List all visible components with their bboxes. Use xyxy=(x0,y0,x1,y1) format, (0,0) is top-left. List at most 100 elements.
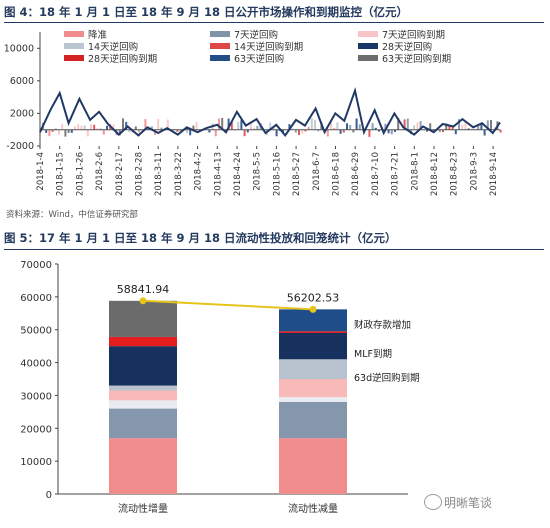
daily-bar xyxy=(237,121,240,130)
stack-segment xyxy=(109,300,177,337)
x-tick-label: 2018-6-29 xyxy=(351,152,361,196)
daily-bar xyxy=(86,129,89,137)
daily-bar xyxy=(461,124,464,130)
x-tick-label: 2018-1-26 xyxy=(75,152,85,196)
segment-annotation: 63d逆回购到期 xyxy=(354,372,420,384)
daily-bar xyxy=(416,122,419,130)
x-tick-label: 2018-3-11 xyxy=(154,152,164,196)
daily-bar xyxy=(499,129,502,133)
y-tick-label: 6000 xyxy=(10,76,34,87)
x-tick-label: 2018-6-7 xyxy=(312,152,322,191)
daily-bar xyxy=(406,118,409,130)
total-label: 58841.94 xyxy=(117,283,170,296)
daily-bar xyxy=(93,124,96,130)
x-tick-label: 2018-5-16 xyxy=(272,152,282,196)
daily-bar xyxy=(189,129,192,136)
x-tick-label: 2018-1-15 xyxy=(56,152,66,196)
daily-bar xyxy=(445,123,448,130)
daily-bar xyxy=(371,123,374,130)
daily-bar xyxy=(125,121,128,130)
stack-segment xyxy=(109,438,177,494)
daily-bar xyxy=(157,119,160,130)
daily-bar xyxy=(48,129,51,137)
daily-bar xyxy=(106,125,108,130)
wechat-icon xyxy=(424,494,442,510)
legend-label: 63天逆回购 xyxy=(234,53,284,65)
y-tick-label: 50000 xyxy=(20,326,52,337)
stack-segment xyxy=(279,397,347,402)
x-tick-label: 2018-8-1 xyxy=(410,152,420,191)
daily-bar xyxy=(208,129,211,133)
net-injection-line xyxy=(39,86,501,138)
daily-bar xyxy=(74,126,76,130)
stack-segment xyxy=(279,331,347,333)
daily-bar xyxy=(64,129,67,137)
daily-bar xyxy=(122,118,124,130)
daily-bar xyxy=(275,129,278,137)
watermark: 明晰笔谈 xyxy=(444,496,493,510)
x-tick-label: 2018-2-28 xyxy=(135,152,145,196)
x-tick-label: 2018-4-24 xyxy=(233,152,243,196)
daily-bar xyxy=(291,128,294,130)
daily-bar xyxy=(448,125,451,130)
daily-bar xyxy=(80,125,83,130)
legend-swatch xyxy=(358,55,378,61)
daily-bar xyxy=(67,129,70,133)
daily-bar xyxy=(160,127,163,130)
daily-bar xyxy=(467,128,470,130)
daily-bar xyxy=(138,129,140,133)
daily-bar xyxy=(240,120,243,130)
daily-bar xyxy=(304,129,307,132)
legend-label: 14天逆回购 xyxy=(88,41,138,53)
daily-bar xyxy=(368,129,371,137)
total-marker xyxy=(309,305,317,313)
daily-bar xyxy=(339,129,342,134)
daily-bar xyxy=(144,119,147,130)
daily-bar xyxy=(387,129,390,134)
daily-bar xyxy=(288,124,291,130)
daily-bar xyxy=(128,129,131,133)
x-tick-label: 2018-7-21 xyxy=(391,152,401,196)
stack-segment xyxy=(279,359,347,379)
y-tick-label: 30000 xyxy=(20,391,52,402)
daily-bar xyxy=(394,129,396,132)
daily-bar xyxy=(403,119,406,130)
x-tick-label: 2018-4-2 xyxy=(194,152,204,191)
daily-bar xyxy=(90,123,92,130)
x-tick-label: 2018-7-10 xyxy=(371,152,381,196)
daily-bar xyxy=(227,118,230,130)
daily-bar xyxy=(150,126,153,130)
daily-bar xyxy=(317,129,320,132)
legend-swatch xyxy=(210,31,230,37)
daily-bar xyxy=(214,129,217,137)
legend-swatch xyxy=(64,55,84,61)
legend-label: 14天逆回购到期 xyxy=(234,41,303,53)
segment-annotation: MLF到期 xyxy=(354,348,392,360)
totals-connector-line xyxy=(142,299,314,311)
daily-bar xyxy=(358,124,361,130)
daily-bar xyxy=(378,129,380,132)
daily-bar xyxy=(246,129,249,133)
daily-bar xyxy=(269,122,272,130)
daily-bar xyxy=(230,121,233,130)
daily-bar xyxy=(102,129,105,135)
daily-bar xyxy=(374,127,377,130)
legend-swatch xyxy=(64,31,84,37)
legend-label: 7天逆回购到期 xyxy=(382,29,445,41)
daily-bar xyxy=(480,124,483,130)
daily-bar xyxy=(294,129,297,133)
daily-bar xyxy=(51,129,54,132)
daily-bar xyxy=(390,129,393,135)
daily-bar xyxy=(195,121,198,130)
daily-bar xyxy=(330,121,332,130)
y-tick-label: 0 xyxy=(46,490,52,501)
figure-1-chart: 10000 6000 2000 -2000 降准 7天逆回购 7天逆回购到期 14天逆回购 14… xyxy=(4,29,502,196)
daily-bar xyxy=(333,128,336,130)
legend-label: 28天逆回购 xyxy=(382,41,432,53)
daily-bar xyxy=(186,129,188,134)
daily-bar xyxy=(342,129,345,133)
daily-bar xyxy=(218,118,220,130)
x-tick-label: 2018-2-17 xyxy=(115,152,125,196)
daily-bar xyxy=(451,126,454,130)
daily-bar xyxy=(134,126,137,130)
